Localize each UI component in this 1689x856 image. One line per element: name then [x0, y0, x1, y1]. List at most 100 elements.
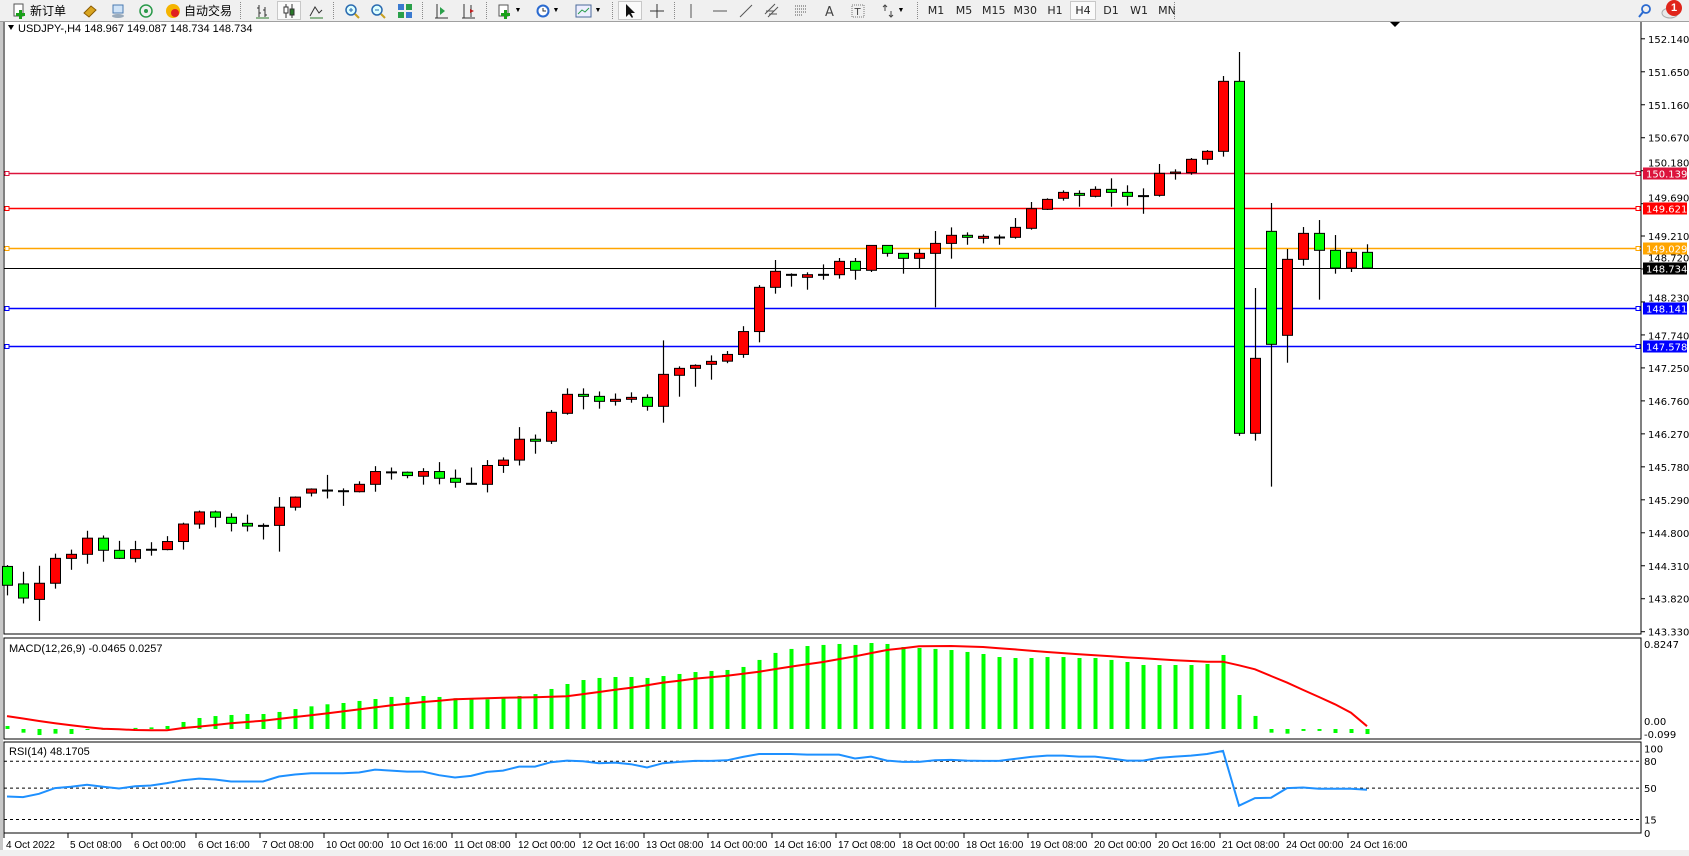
- timeframe-mn-button[interactable]: MN: [1158, 4, 1176, 17]
- candle[interactable]: [66, 549, 77, 570]
- candle[interactable]: [466, 467, 477, 485]
- candle[interactable]: [1010, 218, 1021, 239]
- candle[interactable]: [850, 257, 861, 280]
- candle[interactable]: [98, 535, 109, 562]
- candle[interactable]: [834, 257, 845, 279]
- candle[interactable]: [274, 497, 285, 552]
- periods-button[interactable]: ▼: [530, 1, 564, 20]
- candle[interactable]: [1170, 169, 1181, 180]
- text-label-button[interactable]: T: [846, 1, 870, 20]
- candle[interactable]: [354, 481, 365, 493]
- timeframe-m1-button[interactable]: M1: [927, 4, 945, 17]
- candle[interactable]: [594, 391, 605, 409]
- candle[interactable]: [1314, 220, 1325, 300]
- candle[interactable]: [242, 514, 253, 532]
- candle[interactable]: [2, 565, 13, 596]
- candle[interactable]: [690, 364, 701, 387]
- line-handle[interactable]: [4, 171, 10, 176]
- candle[interactable]: [1250, 288, 1261, 441]
- candle[interactable]: [1282, 248, 1293, 363]
- candle[interactable]: [322, 474, 333, 499]
- candle[interactable]: [1058, 190, 1069, 201]
- line-handle[interactable]: [4, 344, 10, 349]
- zoom-out-button[interactable]: [366, 1, 390, 20]
- line-handle[interactable]: [1635, 206, 1641, 211]
- auto-trading-button[interactable]: 自动交易: [160, 1, 236, 20]
- bar-chart-button[interactable]: [250, 1, 274, 20]
- terminal-button[interactable]: [106, 1, 130, 20]
- line-handle[interactable]: [1635, 306, 1641, 311]
- candle[interactable]: [898, 252, 909, 274]
- candle[interactable]: [1202, 150, 1213, 165]
- candle[interactable]: [1362, 244, 1373, 269]
- candle[interactable]: [1106, 178, 1117, 207]
- line-handle[interactable]: [1635, 171, 1641, 176]
- auto-scroll-button[interactable]: [429, 1, 453, 20]
- candle[interactable]: [914, 248, 925, 269]
- timeframe-d1-button[interactable]: D1: [1103, 4, 1119, 17]
- candle[interactable]: [50, 553, 61, 589]
- candle[interactable]: [1074, 190, 1085, 207]
- candle[interactable]: [546, 409, 557, 444]
- candle[interactable]: [658, 340, 669, 423]
- chart-shift-button[interactable]: [456, 1, 480, 20]
- candle[interactable]: [1154, 163, 1165, 197]
- candle[interactable]: [530, 434, 541, 454]
- templates-button[interactable]: ▼: [570, 1, 606, 20]
- rsi-panel[interactable]: [3, 741, 1642, 834]
- line-handle[interactable]: [1635, 246, 1641, 251]
- candle[interactable]: [1234, 51, 1245, 436]
- timeframe-h4-button[interactable]: H4: [1070, 1, 1096, 20]
- new-order-button[interactable]: 新订单: [4, 1, 74, 20]
- line-handle[interactable]: [4, 306, 10, 311]
- search-button[interactable]: [1634, 1, 1656, 20]
- candle[interactable]: [610, 393, 621, 406]
- candle[interactable]: [1186, 157, 1197, 175]
- signals-button[interactable]: [134, 1, 158, 20]
- candle[interactable]: [194, 510, 205, 529]
- candle[interactable]: [818, 264, 829, 280]
- candle[interactable]: [674, 366, 685, 397]
- candle[interactable]: [482, 460, 493, 493]
- candle[interactable]: [402, 471, 413, 479]
- horizontal-line-button[interactable]: [708, 1, 732, 20]
- candle[interactable]: [146, 542, 157, 556]
- candle[interactable]: [130, 540, 141, 563]
- candle[interactable]: [434, 462, 445, 485]
- candle[interactable]: [338, 488, 349, 506]
- candle[interactable]: [786, 273, 797, 287]
- candle[interactable]: [306, 488, 317, 497]
- candle[interactable]: [1298, 227, 1309, 266]
- timeframe-h1-button[interactable]: H1: [1047, 4, 1063, 17]
- candle[interactable]: [498, 457, 509, 473]
- candle[interactable]: [386, 467, 397, 480]
- fibonacci-button[interactable]: [789, 1, 813, 20]
- line-handle[interactable]: [4, 206, 10, 211]
- candle[interactable]: [418, 468, 429, 485]
- candle[interactable]: [210, 510, 221, 528]
- gold-button[interactable]: [78, 1, 102, 20]
- candle[interactable]: [1090, 186, 1101, 198]
- candle[interactable]: [1346, 248, 1357, 272]
- timeframe-m30-button[interactable]: M30: [1013, 4, 1038, 17]
- line-handle[interactable]: [1635, 344, 1641, 349]
- vertical-line-button[interactable]: [679, 1, 703, 20]
- main-chart-panel[interactable]: [3, 20, 1642, 635]
- timeframe-m15-button[interactable]: M15: [982, 4, 1006, 17]
- candle[interactable]: [642, 394, 653, 411]
- candle[interactable]: [1026, 202, 1037, 230]
- candle[interactable]: [578, 388, 589, 410]
- candle[interactable]: [178, 522, 189, 550]
- candle[interactable]: [962, 232, 973, 245]
- candle[interactable]: [562, 388, 573, 415]
- candle[interactable]: [82, 530, 93, 564]
- candle[interactable]: [114, 540, 125, 560]
- symbol-menu-triangle-icon[interactable]: [8, 25, 14, 30]
- candle[interactable]: [722, 351, 733, 364]
- candle[interactable]: [738, 326, 749, 358]
- candle[interactable]: [226, 513, 237, 532]
- timeframe-w1-button[interactable]: W1: [1130, 4, 1148, 17]
- zoom-in-button[interactable]: [340, 1, 364, 20]
- timeframe-m5-button[interactable]: M5: [955, 4, 973, 17]
- candle[interactable]: [450, 469, 461, 488]
